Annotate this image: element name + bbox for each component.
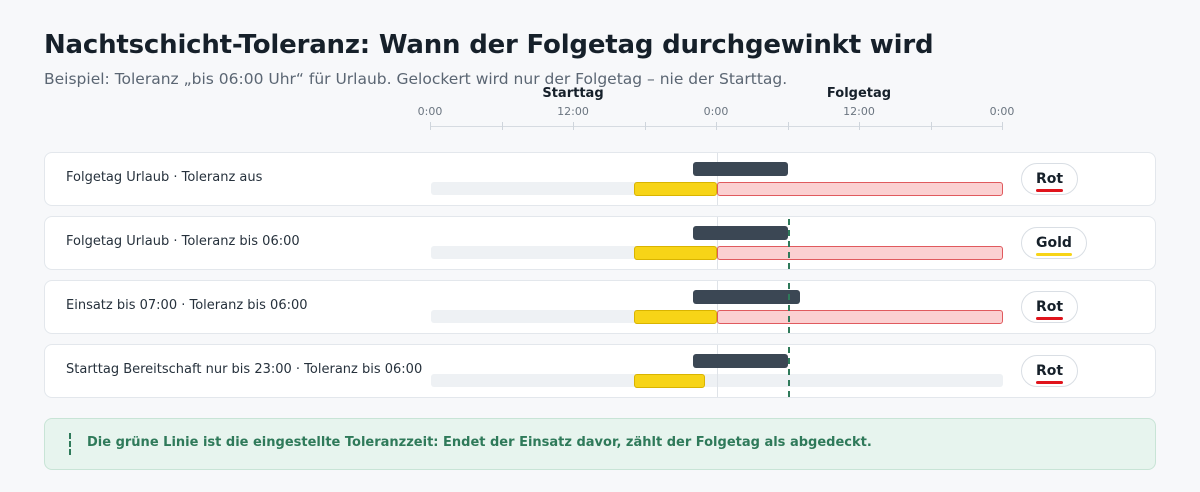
tick-mark-8 [1002,122,1003,130]
day-label-1: Folgetag [826,86,892,101]
tick-label-4: 0:00 [989,105,1015,118]
result-badge-label: Rot [1036,363,1064,384]
result-badge-label: Gold [1036,235,1072,256]
einsatz-bar [693,290,801,304]
scenario-row: Einsatz bis 07:00 · Toleranz bis 06:00 Ro… [44,280,1156,334]
scenario-label: Folgetag Urlaub · Toleranz bis 06:00 [66,234,300,249]
page-subtitle: Beispiel: Toleranz „bis 06:00 Uhr“ für U… [44,70,788,88]
toleranz-line [787,347,790,397]
tick-mark-6 [859,122,860,130]
tick-mark-3 [644,122,646,130]
tick-label-1: 12:00 [557,105,589,118]
scenario-row: Folgetag Urlaub · Toleranz bis 06:00 Gold [44,216,1156,270]
scenario-label: Folgetag Urlaub · Toleranz aus [66,170,263,185]
midnight-line [717,153,718,205]
tick-mark-7 [930,122,932,130]
scenario-label: Einsatz bis 07:00 · Toleranz bis 06:00 [66,298,308,313]
toleranz-line [787,283,790,333]
scenario-row: Folgetag Urlaub · Toleranz aus Rot [44,152,1156,206]
dashed-line-icon [69,433,71,455]
legend-note-text: Die grüne Linie ist die eingestellte Tol… [87,435,872,450]
tick-label-2: 0:00 [703,105,729,118]
result-badge: Rot [1021,355,1079,387]
result-badge-label: Rot [1036,299,1064,320]
scenario-row: Starttag Bereitschaft nur bis 23:00 · To… [44,344,1156,398]
starttag-bar [633,246,717,260]
einsatz-bar [693,354,789,368]
folgetag-bar [717,246,1003,260]
tick-label-3: 12:00 [843,105,875,118]
tick-label-0: 0:00 [417,105,443,118]
result-badge-label: Rot [1036,171,1064,192]
tick-mark-0 [430,122,431,130]
starttag-bar [633,310,717,324]
midnight-line [717,217,718,269]
toleranz-line [787,219,790,269]
einsatz-bar [693,162,789,176]
axis-line [430,126,1002,127]
legend-note: Die grüne Linie ist die eingestellte Tol… [44,418,1156,470]
tick-mark-2 [573,122,574,130]
result-badge: Gold [1021,227,1087,259]
tick-mark-1 [501,122,503,130]
day-label-0: Starttag [542,86,604,101]
folgetag-bar [717,182,1003,196]
midnight-line [717,281,718,333]
tick-mark-5 [787,122,789,130]
starttag-bar [633,374,706,388]
scenario-label: Starttag Bereitschaft nur bis 23:00 · To… [66,362,423,377]
result-badge: Rot [1021,291,1079,323]
tick-mark-4 [716,122,717,130]
result-badge: Rot [1021,163,1079,195]
starttag-bar [633,182,717,196]
einsatz-bar [693,226,789,240]
folgetag-bar [717,310,1003,324]
midnight-line [717,345,718,397]
page-title: Nachtschicht-Toleranz: Wann der Folgetag… [44,30,934,60]
